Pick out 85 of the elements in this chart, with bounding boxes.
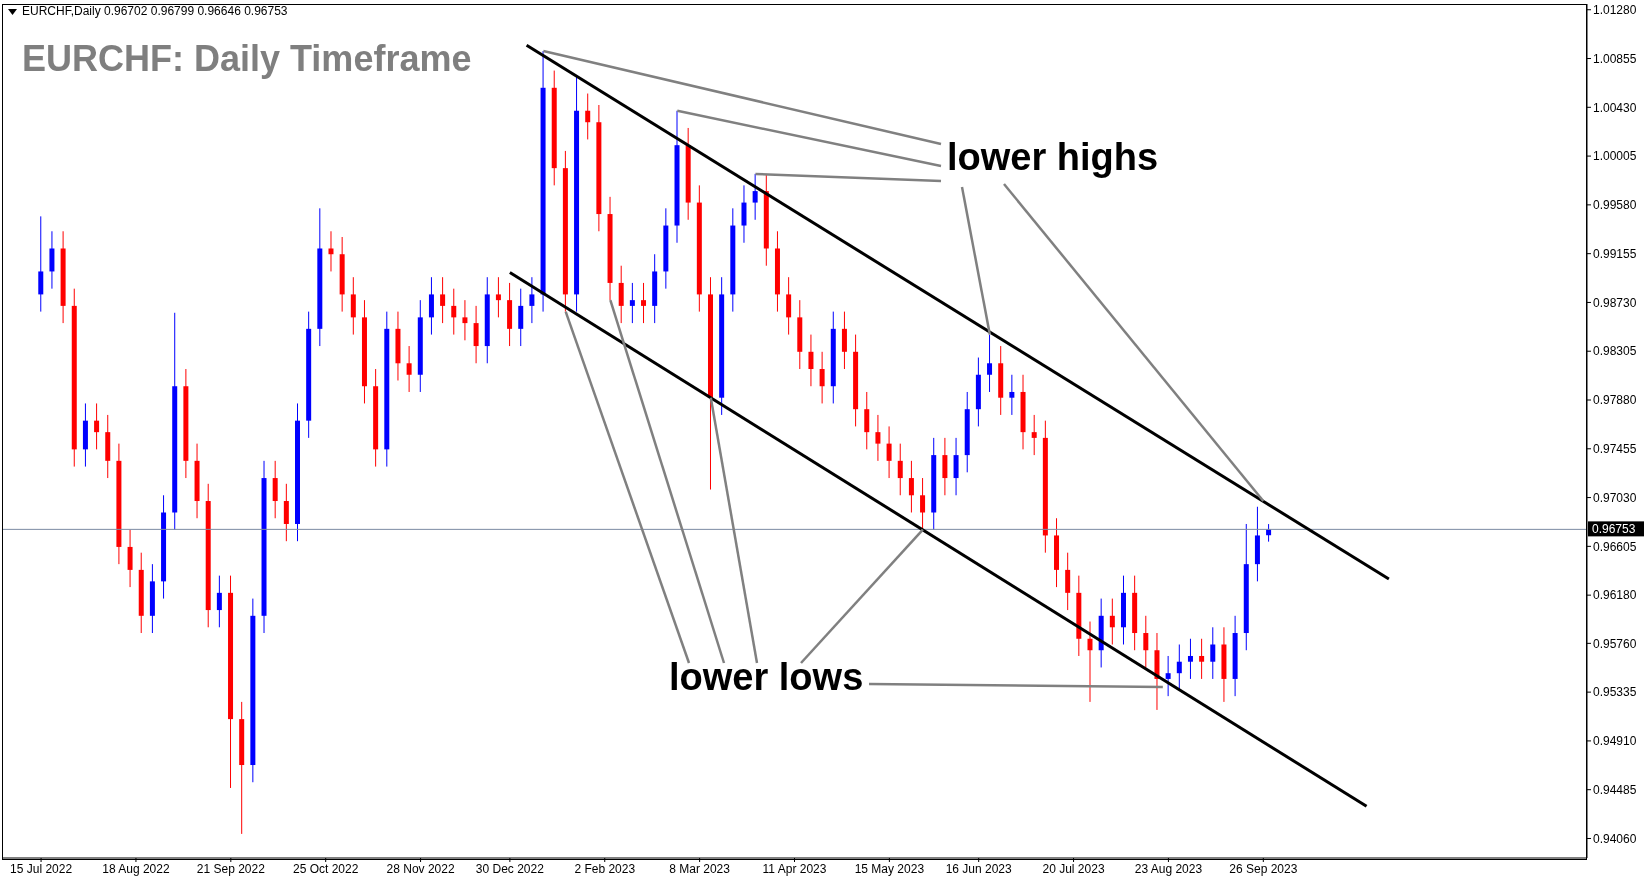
y-tick-label: 0.98730	[1593, 295, 1637, 310]
y-tick-label: 0.98305	[1593, 344, 1637, 359]
y-tick-label: 0.95335	[1593, 685, 1637, 700]
y-tick-label: 1.00005	[1593, 149, 1637, 164]
candlestick	[1109, 598, 1115, 645]
y-tick-label: 0.95760	[1593, 636, 1637, 651]
candlestick	[406, 345, 412, 393]
y-tick-label: 0.94485	[1593, 782, 1637, 797]
candlestick	[127, 529, 133, 588]
y-tick-label: 0.97030	[1593, 490, 1637, 505]
x-tick-label: 23 Aug 2023	[1134, 861, 1203, 876]
x-tick-label: 16 Jun 2023	[945, 861, 1013, 876]
x-tick-label: 25 Oct 2022	[293, 861, 359, 876]
candlestick	[1165, 655, 1171, 697]
x-tick-label: 18 Aug 2022	[102, 861, 170, 876]
y-tick-label: 1.00855	[1593, 51, 1637, 66]
x-tick-label: 2 Feb 2023	[574, 861, 636, 876]
annotation: lower lows	[669, 656, 864, 699]
candlestick	[908, 460, 914, 513]
candlestick	[1199, 638, 1205, 680]
candlestick	[350, 276, 356, 336]
candlestick	[462, 299, 468, 341]
candlestick	[495, 276, 501, 318]
candlestick	[585, 93, 591, 140]
candlestick	[875, 414, 881, 462]
candlestick	[920, 477, 926, 531]
candlestick	[473, 305, 479, 364]
candlestick	[1210, 626, 1216, 680]
candlestick	[328, 230, 334, 272]
y-tick-label: 1.00430	[1593, 100, 1637, 115]
candlestick	[1176, 644, 1182, 691]
candlestick	[953, 437, 959, 496]
candlestick	[428, 276, 434, 336]
candlestick	[987, 334, 993, 393]
y-tick-label: 0.99155	[1593, 246, 1637, 261]
candlestick	[752, 173, 758, 221]
candlestick	[618, 265, 624, 324]
candlestick	[283, 483, 289, 542]
candlestick	[49, 230, 55, 290]
candlestick	[864, 391, 870, 450]
y-tick-label: 0.97880	[1593, 393, 1637, 408]
x-tick-label: 28 Nov 2022	[386, 861, 455, 876]
x-tick-label: 8 Mar 2023	[669, 861, 731, 876]
candlestick	[897, 443, 903, 496]
candlestick	[1087, 621, 1093, 703]
text: EURCHF: Daily Timeframe	[22, 38, 472, 80]
y-tick-label: 0.94060	[1593, 831, 1637, 846]
candlestick	[1187, 638, 1193, 680]
candlestick	[216, 575, 222, 628]
y-tick-label: 0.99580	[1593, 198, 1637, 213]
candlestick	[94, 402, 100, 450]
y-tick-label: 0.96605	[1593, 539, 1637, 554]
x-tick-label: 30 Dec 2022	[475, 861, 545, 876]
x-tick-label: 21 Sep 2022	[196, 861, 266, 876]
candlestick	[38, 215, 44, 313]
y-tick-label: 0.96180	[1593, 588, 1637, 603]
candlestick	[1031, 414, 1037, 456]
candlestick	[886, 425, 892, 479]
y-tick-label: 0.94910	[1593, 734, 1637, 749]
candlestick	[1009, 374, 1015, 416]
candlestick	[518, 288, 524, 347]
x-tick-label: 11 Apr 2023	[762, 861, 827, 876]
y-tick-label: 0.97455	[1593, 442, 1637, 457]
candlestick	[629, 282, 635, 324]
ref-line-label: 0.96753	[1592, 522, 1636, 537]
annotation: EURCHF,Daily 0.96702 0.96799 0.96646 0.96753	[22, 4, 288, 18]
x-tick-label: 15 Jul 2022	[10, 861, 73, 876]
candlestick	[808, 334, 814, 387]
y-tick-label: 1.01280	[1593, 3, 1637, 17]
candlestick	[741, 184, 747, 244]
candlestick	[786, 276, 792, 336]
candlestick	[272, 460, 278, 519]
candlestick	[1143, 615, 1149, 668]
candlestick	[529, 276, 535, 324]
candlestick	[819, 351, 825, 404]
candlestick	[451, 288, 457, 336]
x-tick-label: 20 Jul 2023	[1042, 861, 1105, 876]
candlestick	[1065, 552, 1071, 611]
annotation: lower highs	[947, 136, 1159, 179]
candlestick	[841, 311, 847, 370]
candlestick	[942, 437, 948, 496]
candlestick	[440, 276, 446, 324]
x-tick-label: 15 May 2023	[854, 861, 925, 876]
x-tick-label: 26 Sep 2023	[1229, 861, 1298, 876]
candlestick	[641, 282, 647, 324]
